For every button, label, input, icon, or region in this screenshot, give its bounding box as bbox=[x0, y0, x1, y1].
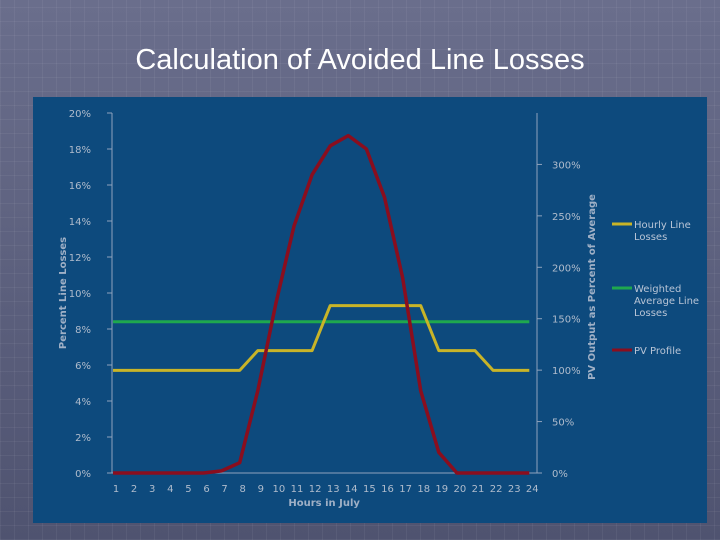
x-tick-label: 13 bbox=[327, 484, 340, 495]
left-tick-label: 2% bbox=[75, 433, 91, 444]
x-tick-label: 17 bbox=[399, 484, 412, 495]
right-tick-label: 300% bbox=[552, 160, 581, 171]
right-tick-label: 250% bbox=[552, 212, 581, 223]
x-tick-label: 4 bbox=[167, 484, 173, 495]
x-tick-label: 8 bbox=[240, 484, 246, 495]
right-tick-label: 100% bbox=[552, 366, 581, 377]
tick-labels: 0% 2% 4% 6% 8% 10% 12% 14% 16% 18% 20% 0% 50% 100% 150… bbox=[69, 109, 581, 495]
x-tick-label: 1 bbox=[113, 484, 119, 495]
pv-profile-line bbox=[113, 133, 530, 475]
x-tick-label: 10 bbox=[273, 484, 286, 495]
x-tick-label: 19 bbox=[435, 484, 448, 495]
x-tick-label: 22 bbox=[490, 484, 503, 495]
line-chart: 0% 2% 4% 6% 8% 10% 12% 14% 16% 18% 20% 0% 50% 100% 150… bbox=[58, 109, 699, 509]
x-tick-label: 5 bbox=[185, 484, 191, 495]
series-lines bbox=[113, 133, 530, 475]
chart-panel: 0% 2% 4% 6% 8% 10% 12% 14% 16% 18% 20% 0% 50% 100% 150… bbox=[33, 97, 707, 523]
legend-label: PV Profile bbox=[634, 346, 681, 357]
x-tick-label: 14 bbox=[345, 484, 358, 495]
left-tick-label: 14% bbox=[69, 217, 91, 228]
left-tick-label: 6% bbox=[75, 361, 91, 372]
x-tick-label: 23 bbox=[508, 484, 521, 495]
x-tick-label: 24 bbox=[526, 484, 539, 495]
legend: Hourly Line Losses Weighted Average Line Los… bbox=[612, 220, 699, 357]
left-tick-label: 8% bbox=[75, 325, 91, 336]
x-tick-label: 2 bbox=[131, 484, 137, 495]
left-tick-label: 4% bbox=[75, 397, 91, 408]
x-tick-label: 15 bbox=[363, 484, 376, 495]
left-tick-label: 0% bbox=[75, 469, 91, 480]
x-tick-label: 18 bbox=[417, 484, 430, 495]
left-tick-label: 10% bbox=[69, 289, 91, 300]
right-tick-label: 50% bbox=[552, 418, 574, 429]
left-tick-label: 16% bbox=[69, 181, 91, 192]
right-tick-label: 0% bbox=[552, 469, 568, 480]
x-tick-label: 11 bbox=[291, 484, 304, 495]
left-tick-label: 18% bbox=[69, 145, 91, 156]
left-tick-label: 20% bbox=[69, 109, 91, 120]
legend-label: Weighted Average Line Losses bbox=[634, 284, 699, 319]
hourly-line-losses-line bbox=[113, 304, 530, 372]
x-axis-title: Hours in July bbox=[288, 498, 360, 509]
legend-label: Hourly Line Losses bbox=[634, 220, 691, 243]
axes bbox=[107, 112, 542, 474]
x-tick-label: 16 bbox=[381, 484, 394, 495]
x-tick-label: 6 bbox=[203, 484, 209, 495]
left-tick-label: 12% bbox=[69, 253, 91, 264]
y2-axis-title: PV Output as Percent of Average bbox=[587, 194, 598, 380]
y-axis-title: Percent Line Losses bbox=[58, 237, 69, 349]
right-tick-label: 200% bbox=[552, 263, 581, 274]
x-tick-label: 3 bbox=[149, 484, 155, 495]
slide-title: Calculation of Avoided Line Losses bbox=[135, 44, 585, 76]
x-tick-label: 12 bbox=[309, 484, 322, 495]
x-tick-label: 20 bbox=[454, 484, 467, 495]
x-tick-label: 21 bbox=[472, 484, 485, 495]
x-tick-label: 7 bbox=[221, 484, 227, 495]
x-tick-label: 9 bbox=[258, 484, 264, 495]
right-tick-label: 150% bbox=[552, 315, 581, 326]
